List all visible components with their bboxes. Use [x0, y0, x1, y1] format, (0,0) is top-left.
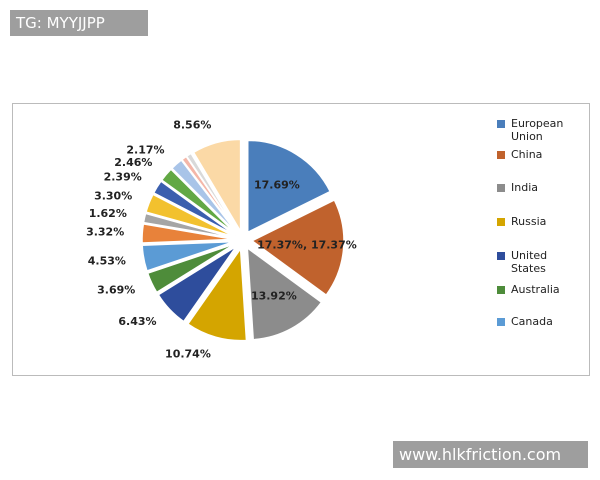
pie-slice: [141, 240, 235, 272]
legend-item: European Union: [497, 117, 571, 143]
legend-item: India: [497, 181, 571, 194]
watermark: www.hlkfriction.com: [393, 441, 588, 468]
pie-slice: [186, 246, 248, 342]
legend-label: Russia: [511, 215, 547, 228]
data-label: 3.32%: [86, 225, 124, 238]
data-label: 6.43%: [118, 315, 156, 328]
legend-swatch: [497, 184, 505, 192]
pie-slice: [142, 212, 235, 239]
legend-item: China: [497, 148, 571, 161]
legend-swatch: [497, 252, 505, 260]
legend-swatch: [497, 151, 505, 159]
legend-item: Canada: [497, 315, 571, 328]
legend-item: Russia: [497, 215, 571, 228]
pie-slice: [145, 193, 235, 238]
data-label: 2.39%: [104, 170, 142, 183]
data-label: 17.69%: [254, 178, 300, 191]
pie-slice: [170, 159, 238, 234]
legend-label: Australia: [511, 283, 560, 296]
pie-slice: [246, 139, 332, 234]
data-label: 2.17%: [126, 144, 164, 157]
data-label: 1.62%: [89, 207, 127, 220]
legend-swatch: [497, 218, 505, 226]
pie-slice: [192, 138, 242, 235]
pie-slice: [157, 245, 238, 323]
legend-label: Canada: [511, 315, 553, 328]
data-label: 3.30%: [94, 189, 132, 202]
legend-label: India: [511, 181, 538, 194]
legend-swatch: [497, 120, 505, 128]
legend-swatch: [497, 286, 505, 294]
legend-item: Australia: [497, 283, 571, 296]
data-label: 8.56%: [173, 118, 211, 131]
data-label: 13.92%: [251, 289, 297, 302]
pie-slice: [146, 243, 236, 294]
data-label: 10.74%: [165, 348, 211, 361]
legend-swatch: [497, 318, 505, 326]
data-label: 4.53%: [88, 255, 126, 268]
legend-label: China: [511, 148, 543, 161]
legend-label: United States: [511, 249, 548, 275]
pie-slice: [160, 168, 237, 235]
pie-slice: [246, 246, 323, 341]
legend-label: European Union: [511, 117, 564, 143]
data-label: 17.37%, 17.37%: [257, 239, 357, 252]
pie-slice: [185, 152, 239, 233]
legend-item: United States: [497, 249, 571, 275]
data-label: 2.46%: [114, 156, 152, 169]
pie-slice: [141, 223, 235, 244]
watermark: TG: MYYJJPP: [10, 10, 148, 36]
pie-slice: [152, 180, 236, 236]
data-label: 3.69%: [97, 284, 135, 297]
pie-slice: [250, 198, 345, 297]
